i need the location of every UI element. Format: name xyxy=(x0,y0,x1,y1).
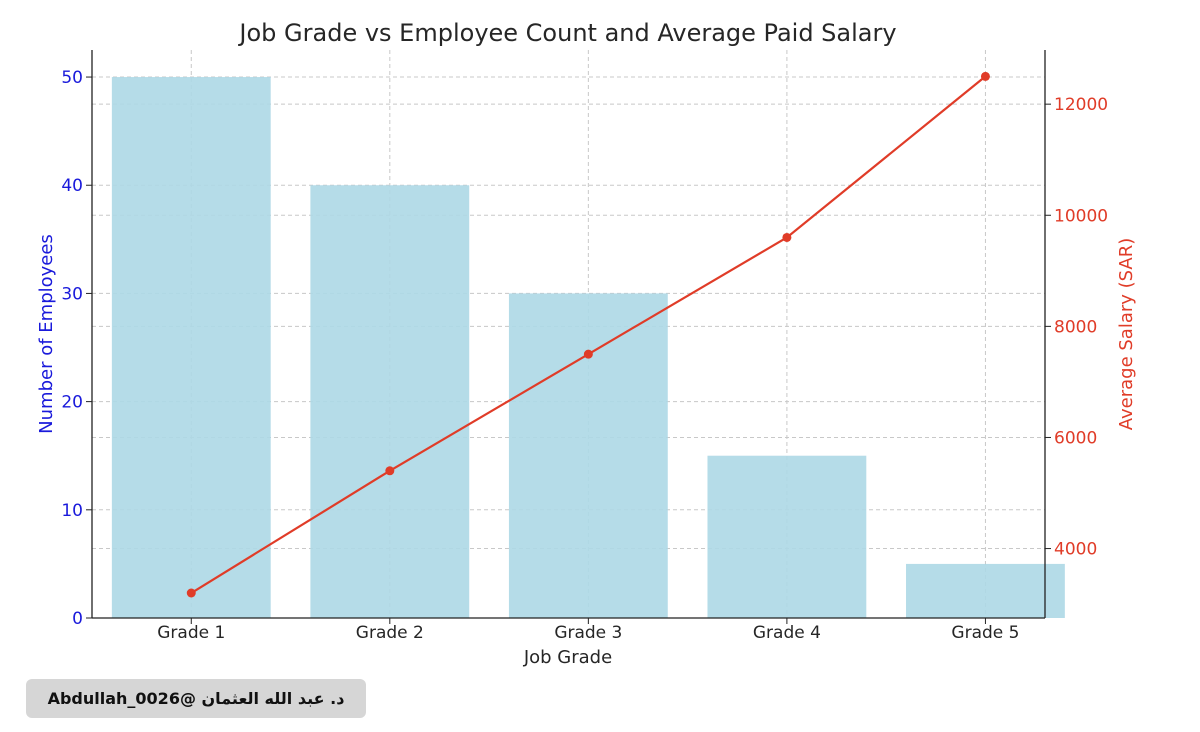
bar xyxy=(111,77,271,619)
ticks: Grade 1 Grade 2 Grade 3 Grade 4 Grade 5 0 10 20… xyxy=(61,68,1108,643)
bars xyxy=(111,77,1065,619)
left-tick-label: 0 xyxy=(72,609,83,629)
author-credit-badge: د. عبد الله العثمان @Abdullah_0026 xyxy=(26,679,366,718)
left-tick-label: 30 xyxy=(61,284,83,304)
chart-title: Job Grade vs Employee Count and Average … xyxy=(237,19,896,47)
author-credit-text: د. عبد الله العثمان @Abdullah_0026 xyxy=(47,689,345,708)
bar xyxy=(310,185,470,618)
x-tick-label: Grade 3 xyxy=(554,623,622,643)
bar xyxy=(508,293,668,618)
right-tick-label: 8000 xyxy=(1054,317,1097,337)
left-tick-label: 40 xyxy=(61,176,83,196)
salary-point xyxy=(385,466,395,476)
left-axis-label: Number of Employees xyxy=(36,234,57,434)
x-tick-label: Grade 5 xyxy=(951,623,1019,643)
x-tick-label: Grade 2 xyxy=(356,623,424,643)
right-tick-label: 6000 xyxy=(1054,428,1097,448)
bar xyxy=(707,455,867,618)
bar xyxy=(906,563,1065,618)
left-tick-label: 50 xyxy=(61,68,83,88)
right-tick-label: 4000 xyxy=(1054,540,1097,560)
axes xyxy=(91,50,1046,619)
left-tick-label: 10 xyxy=(61,501,83,521)
salary-point xyxy=(782,232,792,242)
right-tick-label: 10000 xyxy=(1054,206,1108,226)
salary-point xyxy=(980,71,990,81)
x-axis-label: Job Grade xyxy=(523,647,612,668)
x-tick-label: Grade 1 xyxy=(157,623,225,643)
right-tick-label: 12000 xyxy=(1054,95,1108,115)
salary-point xyxy=(583,349,593,359)
salary-line xyxy=(186,71,990,598)
left-tick-label: 20 xyxy=(61,393,83,413)
salary-point xyxy=(186,588,196,598)
x-tick-label: Grade 4 xyxy=(753,623,821,643)
right-axis-label: Average Salary (SAR) xyxy=(1116,238,1137,431)
